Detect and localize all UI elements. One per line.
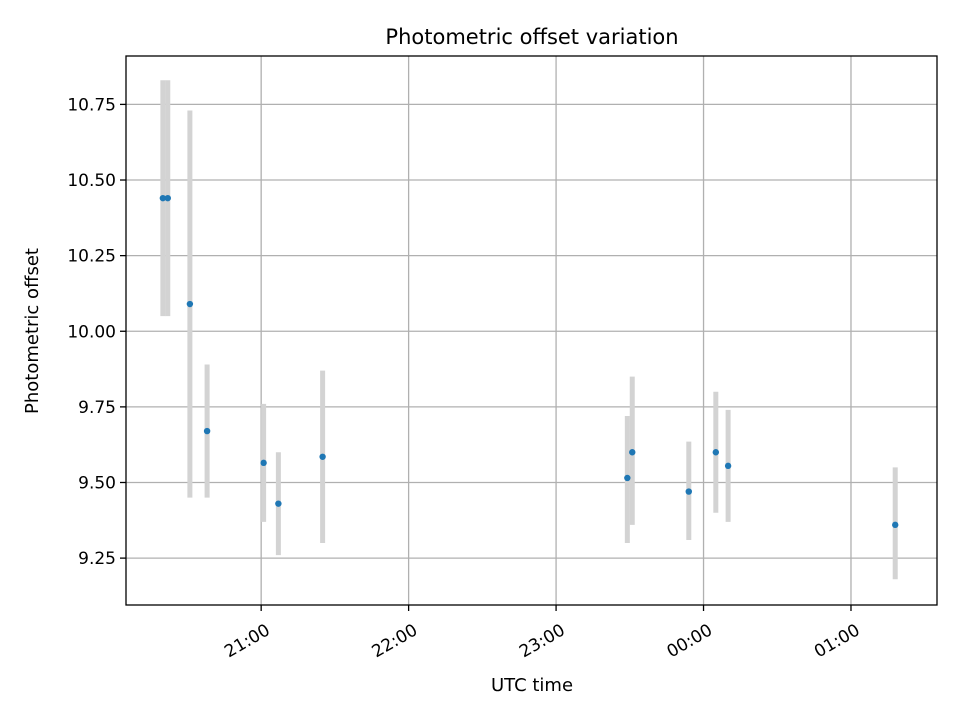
data-point [892, 521, 899, 529]
y-tick-label: 10.50 [67, 171, 116, 191]
data-point [724, 462, 732, 470]
y-tick-label: 9.50 [78, 473, 116, 493]
y-tick-label: 9.75 [78, 398, 116, 418]
plot-area-frame [125, 55, 938, 606]
data-point [159, 194, 167, 202]
y-tick-label: 10.00 [67, 322, 116, 342]
x-axis-title: UTC time [491, 675, 573, 696]
data-point [685, 488, 692, 495]
data-point [164, 194, 171, 202]
y-tick-label: 10.75 [67, 95, 116, 115]
y-tick-label: 9.25 [78, 549, 116, 569]
data-point [203, 427, 211, 435]
data-point [186, 300, 194, 308]
y-axis-ticks: 9.25 9.50 9.75 10.00 10.25 10.50 10.75 [67, 95, 126, 569]
data-point [712, 449, 720, 456]
y-tick-label: 10.25 [67, 247, 116, 267]
data-point [319, 453, 326, 460]
data-point [629, 449, 636, 456]
y-axis-title: Photometric offset [22, 248, 43, 414]
data-point [275, 500, 282, 507]
data-point [624, 474, 631, 482]
chart-title: Photometric offset variation [385, 25, 678, 49]
data-point [260, 459, 267, 467]
data-points [159, 194, 899, 529]
